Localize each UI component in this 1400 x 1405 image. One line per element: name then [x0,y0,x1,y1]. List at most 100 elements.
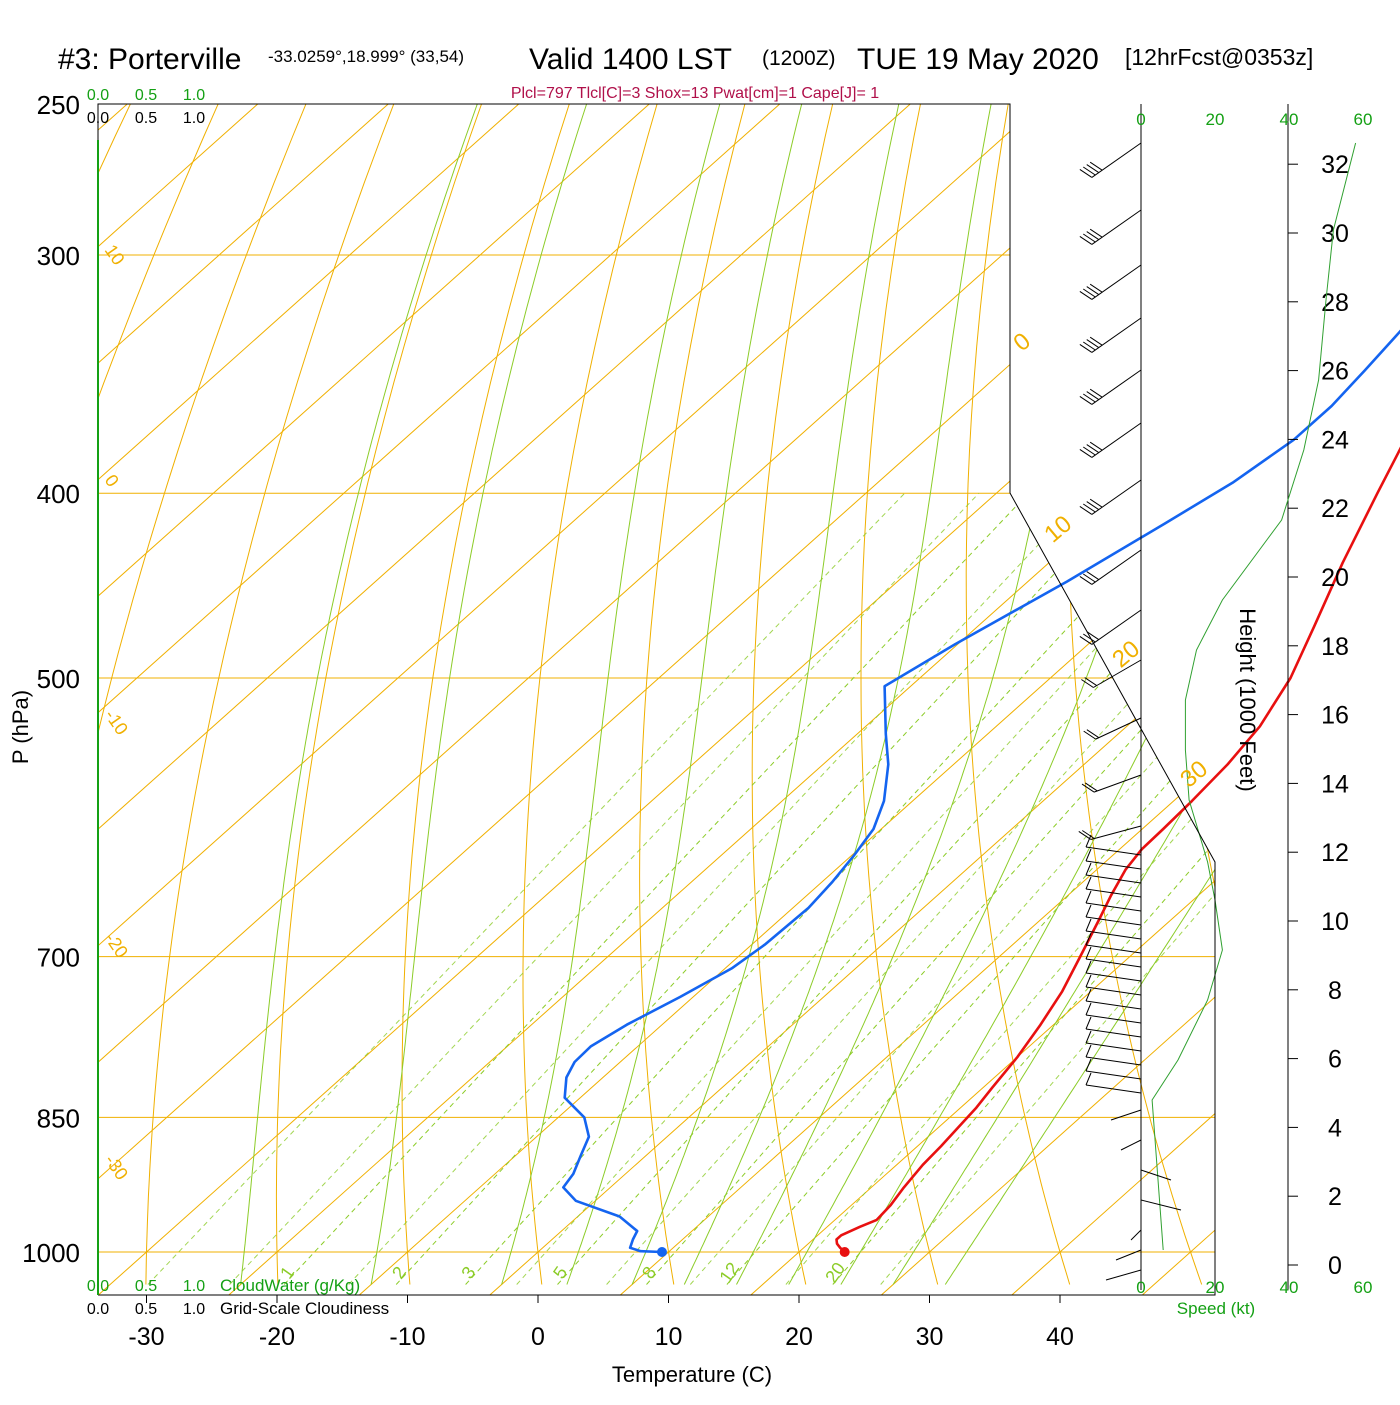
moist-adiabat [684,70,998,1284]
zulu-time: (1200Z) [762,47,836,70]
wind-barb-flag [1086,1017,1091,1029]
wind-barb-flag [1086,1045,1091,1057]
wind-barb-flag [1090,389,1102,397]
wind-barb-staff [1086,1071,1141,1079]
height-tick-label: 20 [1321,564,1349,592]
x-tick-label: 10 [655,1323,683,1351]
wind-barb [1111,1110,1141,1120]
moist-adiabat [789,70,1234,1284]
wind-barb-flag [1086,863,1091,875]
speed-tick-label-bottom: 0 [1136,1278,1145,1297]
wind-barb-flag [1083,342,1095,350]
wind-barb-staff [1086,903,1141,911]
moist-adiabat [893,70,1400,1284]
cloudwater-bottom-label: 0.5 [135,1278,157,1295]
isotherm-line [1142,104,1400,1295]
wind-barb [1079,826,1141,839]
height-tick-label: 16 [1321,702,1349,730]
wind-barb-flag [1086,1059,1091,1071]
wind-barbs-panel: 0020204040606002468101214161820222426283… [1079,104,1373,1297]
height-tick-label: 24 [1321,426,1349,454]
cloudwater-bottom-label: 1.0 [183,1278,205,1295]
wind-barb-flag [1086,975,1091,987]
wind-barb-flag [1087,232,1099,240]
valid-date: TUE 19 May 2020 [857,43,1099,76]
wind-barb-staff [1092,265,1141,299]
dry-adiabat [523,87,662,1284]
pressure-tick-label: 700 [37,943,80,973]
wind-barb-staff [1086,973,1141,981]
cloudiness-top-label: 0.0 [87,110,109,127]
speed-tick-label-top: 20 [1206,110,1225,129]
mixing-ratio-line [786,493,1400,1284]
moist-adiabat [502,70,730,1284]
x-axis-title: Temperature (C) [612,1362,772,1387]
x-tick-label: 40 [1046,1323,1074,1351]
wind-barb-staff [1086,1043,1141,1051]
wind-barb-staff [1086,945,1141,953]
isotherm-label: 10 [1039,510,1077,548]
wind-barb-flag [1080,236,1092,244]
station-title: #3: Porterville [58,43,241,76]
isotherm-line [490,104,1400,1295]
dry-adiabat [640,87,750,1284]
dry-adiabat [966,87,1069,1284]
wind-barb-flag [1083,394,1095,402]
isotherm-line [0,104,910,1295]
x-tick-label: 0 [531,1323,545,1351]
wind-barb-flag [1083,234,1095,242]
wind-barb-staff [1086,875,1141,883]
wind-barb-flag [1090,499,1102,507]
wind-barb [1086,975,1141,995]
dry-adiabat [861,87,938,1284]
wind-barb-flag [1083,167,1095,175]
wind-barb-staff [1092,143,1141,177]
wind-barb-staff [1092,370,1141,404]
wind-barb-flag [1087,340,1099,348]
wind-barb-staff [1121,1140,1141,1150]
height-tick-label: 2 [1328,1183,1342,1211]
height-tick-label: 10 [1321,908,1349,936]
speed-tick-label-top: 40 [1280,110,1299,129]
wind-barb-flag [1080,344,1092,352]
mixing-ratio-label: 12 [715,1259,743,1287]
wind-barb-flag [1090,229,1102,237]
wind-barb-staff [1086,931,1141,939]
wind-barb [1086,989,1141,1009]
wind-barb [1086,1003,1141,1023]
wind-barb [1080,480,1141,514]
mixing-ratio-line [833,493,1400,1284]
wind-barb [1086,1073,1141,1093]
mixing-ratio-line [607,493,1320,1284]
wind-barb-flag [1087,730,1099,738]
mixing-ratio-label: 5 [549,1263,571,1283]
speed-tick-label-top: 60 [1354,110,1373,129]
wind-barb-flag [1090,442,1102,450]
isotherm-line [751,104,1400,1295]
wind-barb [1086,1031,1141,1051]
wind-barb-flag [1083,447,1095,455]
adiabat-label: 10 [101,241,129,269]
cloudiness-label: Grid-Scale Cloudiness [220,1299,389,1318]
valid-time: Valid 1400 LST [529,43,732,76]
wind-barb-staff [1092,550,1141,584]
moist-adiabat [945,70,1400,1284]
wind-barb-flag [1085,678,1097,686]
wind-barb [1080,318,1141,352]
cloudwater-label: CloudWater (g/Kg) [220,1276,360,1295]
wind-barb-flag [1083,504,1095,512]
cloudwater-bottom-label: 0.0 [87,1278,109,1295]
forecast-info: [12hrFcst@0353z] [1125,44,1313,70]
wind-barb [1086,877,1141,897]
wind-barb-staff [1092,423,1141,457]
wind-barb-flag [1087,632,1099,640]
wind-barb-staff [1111,1110,1141,1120]
wind-barb [1086,863,1141,883]
wind-barb-flag [1084,731,1096,739]
height-tick-label: 14 [1321,770,1349,798]
cloudwater-top-label: 0.0 [87,87,109,104]
mixing-ratio-line [881,493,1400,1284]
wind-barb-staff [1086,1085,1141,1093]
mixing-ratio-line [396,493,1130,1284]
wind-barb-flag [1080,576,1092,584]
